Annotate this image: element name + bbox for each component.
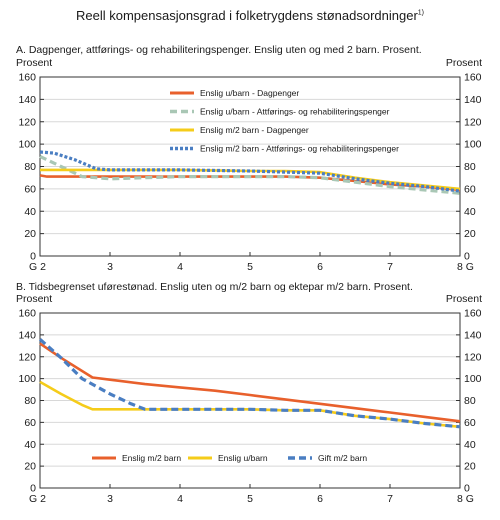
y-tick-label-right: 0 bbox=[464, 483, 470, 495]
y-tick-label-right: 120 bbox=[464, 116, 482, 128]
y-tick-label-left: 40 bbox=[24, 206, 36, 218]
x-tick-label: G 2 bbox=[29, 493, 46, 505]
x-tick-label: 6 bbox=[317, 261, 323, 273]
y-tick-label-right: 160 bbox=[464, 72, 482, 84]
y-unit-label-left: Prosent bbox=[16, 293, 52, 305]
x-tick-label: 3 bbox=[107, 493, 113, 505]
y-tick-label-left: 60 bbox=[24, 183, 36, 195]
footnote-marker: 1) bbox=[417, 9, 425, 17]
x-tick-label: 7 bbox=[387, 261, 393, 273]
y-tick-label-left: 120 bbox=[18, 116, 36, 128]
legend-label-4: Enslig m/2 barn - Attførings- og rehabil… bbox=[200, 144, 399, 154]
legend-label-1: Enslig m/2 barn bbox=[122, 453, 181, 463]
y-tick-label-left: 80 bbox=[24, 161, 36, 173]
x-tick-label: 3 bbox=[107, 261, 113, 273]
y-tick-label-left: 140 bbox=[18, 329, 36, 341]
y-tick-label-left: 160 bbox=[18, 72, 36, 84]
y-unit-label-left: Prosent bbox=[16, 57, 52, 69]
y-tick-label-left: 120 bbox=[18, 351, 36, 363]
x-tick-label: 4 bbox=[177, 261, 183, 273]
y-tick-label-right: 40 bbox=[464, 439, 476, 451]
y-unit-label-right: Prosent bbox=[446, 57, 482, 69]
y-tick-label-left: 20 bbox=[24, 461, 36, 473]
y-unit-label-right: Prosent bbox=[446, 293, 482, 305]
y-tick-label-right: 20 bbox=[464, 461, 476, 473]
chart-panel-b: 0 0 20 20 40 40 60 60 80 80 100 100 120 120 140 140 160 1… bbox=[16, 293, 482, 505]
figure-title: Reell kompensasjonsgrad i folketrygdens … bbox=[0, 8, 500, 23]
figure-title-text: Reell kompensasjonsgrad i folketrygdens … bbox=[75, 8, 418, 23]
y-tick-label-right: 100 bbox=[464, 139, 482, 151]
y-tick-label-right: 40 bbox=[464, 206, 476, 218]
y-tick-label-left: 20 bbox=[24, 228, 36, 240]
legend-label-1: Enslig u/barn - Dagpenger bbox=[200, 88, 299, 98]
x-tick-label: 7 bbox=[387, 493, 393, 505]
series-line-3 bbox=[38, 338, 461, 429]
legend-label-3: Gift m/2 barn bbox=[318, 453, 367, 463]
legend-label-2: Enslig u/barn - Attførings- og rehabilit… bbox=[200, 107, 390, 117]
x-tick-label: 8 G bbox=[457, 261, 474, 273]
y-tick-label-left: 160 bbox=[18, 308, 36, 320]
y-tick-label-right: 140 bbox=[464, 94, 482, 106]
chart-panel-a: 0 0 20 20 40 40 60 60 80 80 100 100 120 120 140 140 160 1… bbox=[16, 57, 482, 273]
x-tick-label: G 2 bbox=[29, 261, 46, 273]
y-tick-label-left: 0 bbox=[30, 483, 36, 495]
x-tick-label: 6 bbox=[317, 493, 323, 505]
x-tick-label: 8 G bbox=[457, 493, 474, 505]
y-tick-label-right: 120 bbox=[464, 351, 482, 363]
y-tick-label-right: 60 bbox=[464, 183, 476, 195]
series-line-1 bbox=[39, 342, 461, 423]
y-tick-label-left: 80 bbox=[24, 395, 36, 407]
y-tick-label-right: 140 bbox=[464, 329, 482, 341]
x-tick-label: 5 bbox=[247, 261, 253, 273]
series-line-2 bbox=[39, 154, 461, 195]
y-tick-label-left: 60 bbox=[24, 417, 36, 429]
legend-label-3: Enslig m/2 barn - Dagpenger bbox=[200, 125, 309, 135]
y-tick-label-left: 140 bbox=[18, 94, 36, 106]
y-tick-label-left: 100 bbox=[18, 139, 36, 151]
y-tick-label-left: 0 bbox=[30, 251, 36, 263]
y-tick-label-right: 80 bbox=[464, 161, 476, 173]
y-tick-label-right: 20 bbox=[464, 228, 476, 240]
x-tick-label: 5 bbox=[247, 493, 253, 505]
x-tick-label: 4 bbox=[177, 493, 183, 505]
y-tick-label-left: 100 bbox=[18, 373, 36, 385]
panel-a-title: A. Dagpenger, attførings- og rehabiliter… bbox=[16, 44, 422, 56]
y-tick-label-right: 0 bbox=[464, 251, 470, 263]
y-tick-label-right: 100 bbox=[464, 373, 482, 385]
y-tick-label-right: 60 bbox=[464, 417, 476, 429]
y-tick-label-right: 80 bbox=[464, 395, 476, 407]
panel-b-title: B. Tidsbegrenset uførestønad. Enslig ute… bbox=[16, 281, 413, 293]
legend-label-2: Enslig u/barn bbox=[218, 453, 268, 463]
y-tick-label-left: 40 bbox=[24, 439, 36, 451]
series-line-4 bbox=[39, 150, 461, 193]
y-tick-label-right: 160 bbox=[464, 308, 482, 320]
